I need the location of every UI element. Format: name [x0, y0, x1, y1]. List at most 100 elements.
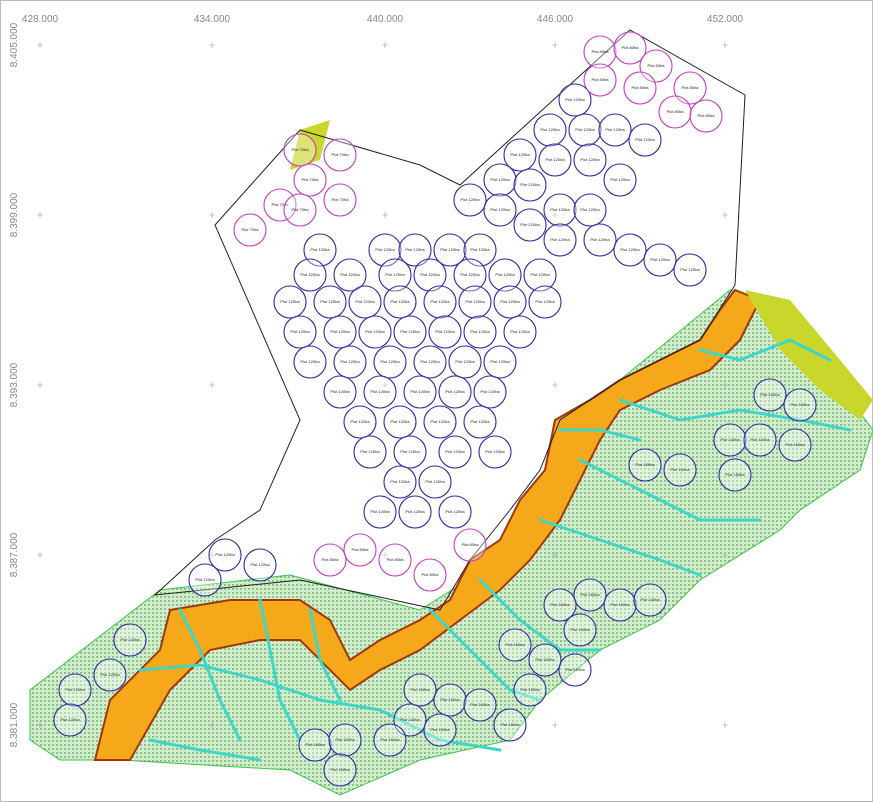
plot-label: Plot 120ha: [375, 247, 395, 252]
plot-label: Plot 120ha: [400, 329, 420, 334]
grid-cross: [552, 382, 558, 388]
plot-circle: [438, 435, 472, 469]
plot-circle: [478, 435, 512, 469]
plot-circle: [503, 138, 537, 172]
plot-circle: [348, 285, 382, 319]
grid-cross: [722, 212, 728, 218]
plot-circle: [533, 113, 567, 147]
grid-cross: [382, 382, 388, 388]
plot-label: Plot 120ha: [430, 299, 450, 304]
plot-circle: [323, 138, 357, 172]
grid-cross: [37, 722, 43, 728]
grid-cross: [552, 212, 558, 218]
plot-label: Plot 120ha: [495, 272, 515, 277]
plot-circle: [523, 258, 557, 292]
plot-circle: [323, 753, 357, 787]
plot-circle: [363, 375, 397, 409]
plot-label: Plot 120ha: [390, 299, 410, 304]
plot-circle: [458, 285, 492, 319]
grid-cross: [722, 42, 728, 48]
plot-label: Plot 80ha: [322, 557, 340, 562]
y-coordinate-label: 8.405.000: [9, 22, 20, 67]
plot-label: Plot 120ha: [330, 389, 350, 394]
plot-circle: [393, 435, 427, 469]
plot-circle: [623, 71, 657, 105]
plot-label: Plot 70ha: [292, 207, 310, 212]
plot-circle: [513, 208, 547, 242]
plot-label: Plot 120ha: [420, 272, 440, 277]
plot-label: Plot 120ha: [520, 222, 540, 227]
plot-circle: [433, 683, 467, 717]
plot-label: Plot 80ha: [648, 63, 666, 68]
plot-label: Plot 120ha: [435, 329, 455, 334]
plot-label: Plot 80ha: [352, 547, 370, 552]
plot-label: Plot 160ha: [410, 687, 430, 692]
plot-circle: [778, 428, 812, 462]
plot-circle: [498, 628, 532, 662]
plot-label: Plot 120ha: [490, 359, 510, 364]
plot-label: Plot 120ha: [580, 207, 600, 212]
plot-circle: [493, 285, 527, 319]
y-coordinate-label: 8.393.000: [9, 362, 20, 407]
plot-circle: [313, 285, 347, 319]
x-coordinate-label: 440.000: [367, 14, 404, 25]
plot-circle: [573, 143, 607, 177]
plot-circle: [543, 193, 577, 227]
plot-label: Plot 70ha: [242, 227, 260, 232]
plot-circle: [713, 423, 747, 457]
plot-label: Plot 120ha: [120, 637, 140, 642]
plot-circle: [363, 495, 397, 529]
plot-circle: [373, 345, 407, 379]
plot-circle: [583, 35, 617, 69]
y-coordinate-label: 8.381.000: [9, 702, 20, 747]
plot-circle: [353, 435, 387, 469]
plot-label: Plot 160ha: [470, 702, 490, 707]
plot-circle: [463, 688, 497, 722]
grid-cross: [382, 212, 388, 218]
plot-label: Plot 120ha: [440, 247, 460, 252]
plot-circle: [58, 673, 92, 707]
plot-circle: [483, 163, 517, 197]
plot-label: Plot 160ha: [570, 627, 590, 632]
plot-circle: [323, 315, 357, 349]
plot-label: Plot 160ha: [535, 657, 555, 662]
plot-circle: [543, 588, 577, 622]
plot-label: Plot 160ha: [305, 742, 325, 747]
plot-circle: [393, 315, 427, 349]
plot-label: Plot 120ha: [370, 389, 390, 394]
plot-circle: [463, 315, 497, 349]
plot-label: Plot 120ha: [365, 329, 385, 334]
plot-label: Plot 120ha: [430, 419, 450, 424]
plot-circle: [438, 375, 472, 409]
plot-label: Plot 80ha: [387, 557, 405, 562]
plot-circle: [113, 623, 147, 657]
plot-circle: [403, 673, 437, 707]
plot-label: Plot 120ha: [280, 299, 300, 304]
plot-label: Plot 120ha: [535, 299, 555, 304]
plot-circle: [423, 405, 457, 439]
plot-label: Plot 120ha: [300, 359, 320, 364]
plot-circle: [283, 133, 317, 167]
plot-label: Plot 160ha: [760, 392, 780, 397]
plot-label: Plot 120ha: [355, 299, 375, 304]
plot-label: Plot 120ha: [340, 272, 360, 277]
plot-circle: [188, 563, 222, 597]
plot-circle: [428, 315, 462, 349]
plot-circle: [583, 63, 617, 97]
plot-label: Plot 120ha: [465, 299, 485, 304]
plot-circle: [743, 423, 777, 457]
concession-boundary: [153, 29, 746, 611]
grid-cross: [209, 722, 215, 728]
plot-circle: [323, 183, 357, 217]
plot-circle: [543, 223, 577, 257]
plot-label: Plot 120ha: [360, 449, 380, 454]
x-coordinate-label: 428.000: [22, 14, 59, 25]
plot-label: Plot 70ha: [272, 202, 290, 207]
plot-label: Plot 120ha: [445, 449, 465, 454]
plot-label: Plot 120ha: [390, 479, 410, 484]
plot-circle: [513, 168, 547, 202]
plot-label: Plot 160ha: [640, 597, 660, 602]
plot-circle: [453, 183, 487, 217]
plot-label: Plot 120ha: [300, 272, 320, 277]
plot-circle: [538, 143, 572, 177]
